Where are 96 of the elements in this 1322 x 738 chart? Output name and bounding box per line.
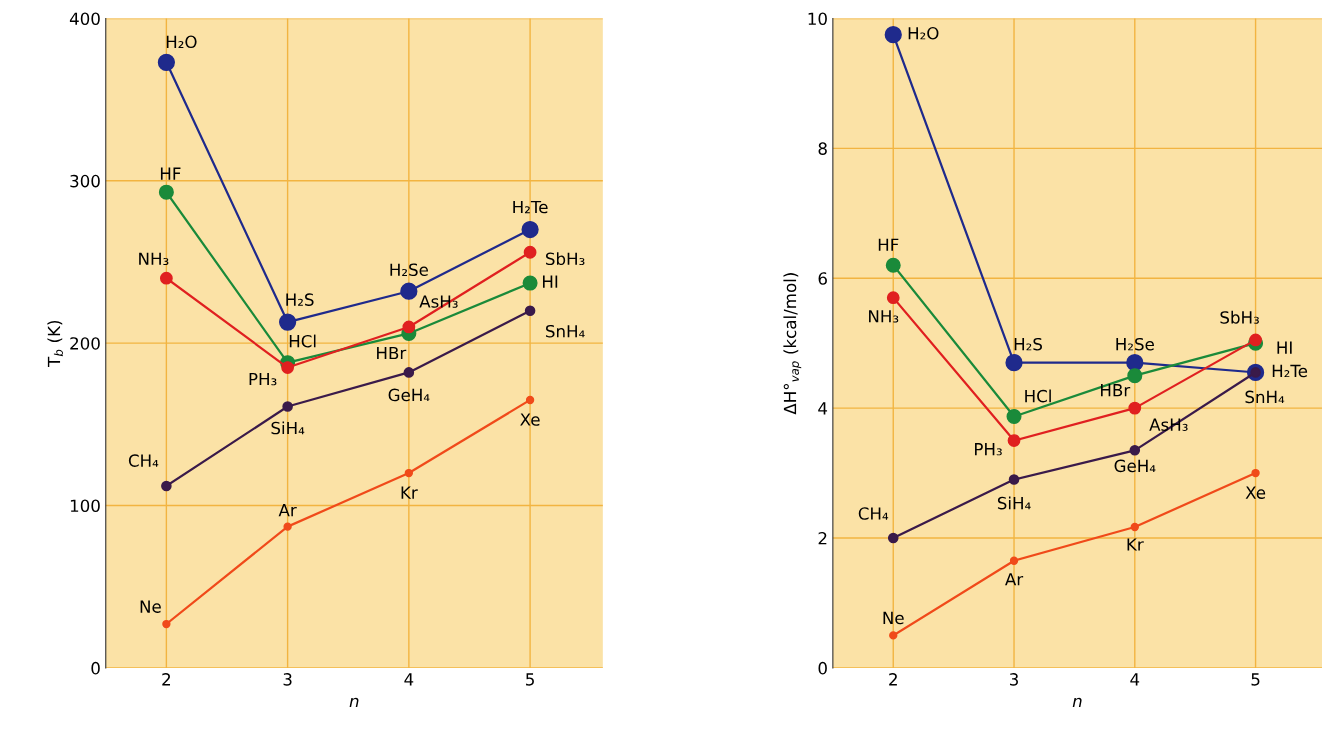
y-tick-label: 6 <box>818 272 827 285</box>
annotation: CH₄ <box>128 454 159 467</box>
point <box>158 184 174 200</box>
annotation: Xe <box>520 413 540 426</box>
point <box>1251 468 1260 478</box>
point <box>524 305 536 316</box>
point <box>1009 556 1019 565</box>
y-tick-label: 10 <box>808 12 827 26</box>
annotation: HBr <box>377 346 407 360</box>
annotation: CH₄ <box>858 507 889 520</box>
annotation: H₂S <box>1014 337 1042 351</box>
point <box>283 522 292 531</box>
annotation: SbH₃ <box>546 252 585 266</box>
x-axis-title: n <box>349 697 359 708</box>
x-tick-label: 2 <box>889 673 897 686</box>
annotation: PH₃ <box>975 443 1002 456</box>
y-tick-label: 8 <box>818 142 827 155</box>
annotation: NH₃ <box>139 252 169 266</box>
annotation: H₂O <box>908 26 939 40</box>
point <box>1127 368 1143 384</box>
annotation: H₂O <box>166 35 197 49</box>
point <box>279 313 297 331</box>
annotation: H₂Se <box>390 263 428 277</box>
annotation: Xe <box>1245 486 1266 499</box>
point <box>1130 522 1139 532</box>
y-tick-label: 2 <box>818 531 827 545</box>
annotation: SiH₄ <box>997 496 1031 510</box>
point <box>885 257 901 273</box>
point <box>1008 474 1020 485</box>
point <box>525 395 535 405</box>
point <box>403 367 415 378</box>
point <box>404 468 414 478</box>
annotation: HCl <box>289 334 316 348</box>
point <box>402 320 416 334</box>
point <box>159 271 173 285</box>
annotation: GeH₄ <box>388 388 430 402</box>
point <box>162 619 171 629</box>
annotation: NH₃ <box>869 310 899 323</box>
y-tick-label: 400 <box>69 12 100 26</box>
point <box>1005 354 1023 372</box>
annotation: HCl <box>1025 389 1051 403</box>
point <box>161 480 172 492</box>
y-tick-label: 4 <box>818 402 828 415</box>
annotation: PH₃ <box>249 372 277 386</box>
point <box>523 245 537 259</box>
annotation: Kr <box>1127 538 1144 551</box>
x-tick-label: 4 <box>1130 673 1140 686</box>
point <box>1007 434 1021 447</box>
y-axis-title: ΔH°$_{vap}$ (kcal/mol) <box>783 273 802 415</box>
annotation: Ar <box>278 504 297 517</box>
annotation: HBr <box>1101 384 1131 397</box>
point <box>522 275 538 291</box>
point <box>1129 445 1141 456</box>
annotation: SnH₄ <box>1245 390 1285 404</box>
y-tick-label: 300 <box>70 174 100 188</box>
annotation: HF <box>160 167 181 180</box>
point <box>886 291 900 305</box>
annotation: Ar <box>1005 573 1024 586</box>
annotation: HI <box>543 275 558 288</box>
x-tick-label: 4 <box>404 673 414 686</box>
point <box>1126 354 1144 372</box>
annotation: Ne <box>140 600 161 613</box>
point <box>889 631 898 640</box>
point <box>400 282 418 300</box>
point <box>1249 333 1262 347</box>
annotation: Ne <box>883 611 904 625</box>
point <box>281 361 295 374</box>
point <box>887 532 899 544</box>
annotation: GeH₄ <box>1114 459 1156 473</box>
annotation: H₂S <box>286 293 314 306</box>
point <box>157 53 175 71</box>
annotation: SbH₃ <box>1220 310 1259 324</box>
y-axis-title: T$_{b}$ (K) <box>47 320 63 367</box>
x-axis-title: n <box>1072 697 1082 708</box>
point <box>884 26 902 44</box>
point <box>1006 409 1022 425</box>
annotation: H₂Te <box>513 200 548 214</box>
x-tick-label: 3 <box>1009 673 1018 686</box>
y-tick-label: 100 <box>70 499 100 513</box>
point <box>1128 401 1142 415</box>
annotation: SiH₄ <box>271 421 305 435</box>
y-tick-label: 200 <box>70 337 100 350</box>
x-tick-label: 3 <box>283 673 292 686</box>
x-tick-label: 5 <box>1251 673 1260 686</box>
y-tick-label: 0 <box>818 661 827 675</box>
annotation: HI <box>1277 341 1292 354</box>
annotation: H₂Te <box>1272 364 1308 378</box>
y-tick-label: 0 <box>91 661 100 675</box>
annotation: HF <box>878 238 899 251</box>
point <box>521 220 539 239</box>
annotation: SnH₄ <box>546 324 585 338</box>
x-tick-label: 2 <box>162 673 171 686</box>
x-tick-label: 5 <box>526 673 534 686</box>
annotation: H₂Se <box>1116 337 1154 351</box>
annotation: Kr <box>401 486 418 499</box>
point <box>282 401 293 412</box>
